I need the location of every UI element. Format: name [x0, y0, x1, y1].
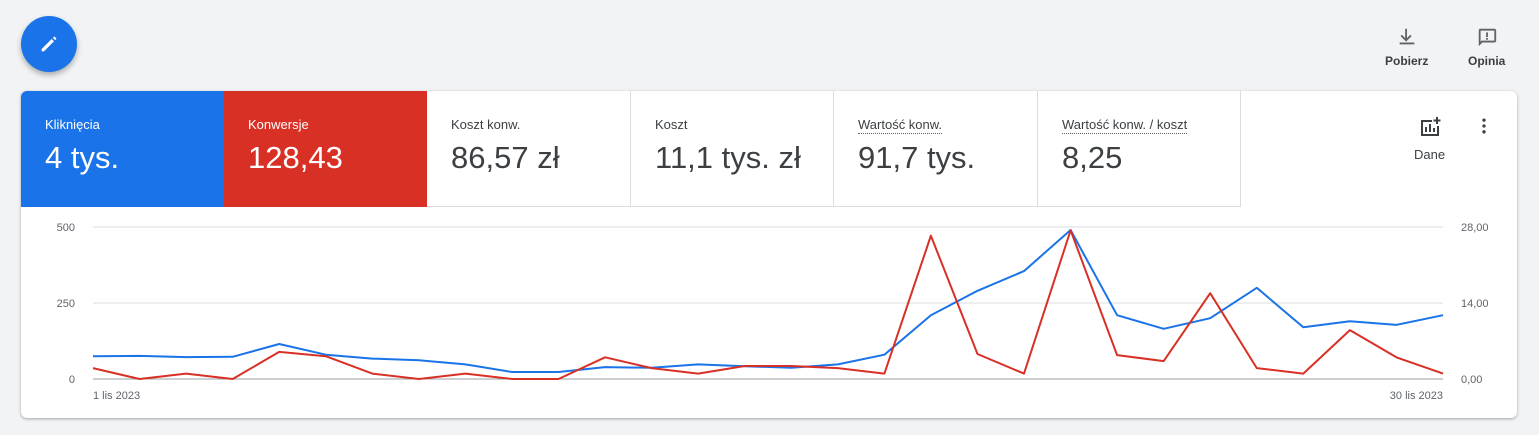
metric-value: 128,43	[248, 140, 343, 175]
right-axis-tick-label: 28,00	[1461, 222, 1489, 234]
metric-label: Wartość konw.	[858, 117, 943, 134]
left-axis-tick-label: 0	[69, 374, 75, 386]
series-line-clicks	[92, 229, 1444, 373]
x-axis-end-label: 30 lis 2023	[1390, 390, 1443, 402]
metric-value: 8,25	[1062, 140, 1123, 175]
data-button-label: Dane	[1414, 147, 1446, 162]
metric-label: Konwersje	[248, 117, 309, 132]
metric-tile-cost[interactable]: Koszt 11,1 tys. zł	[631, 91, 834, 207]
more-options-button[interactable]	[1474, 116, 1494, 141]
download-button[interactable]: Pobierz	[1385, 26, 1428, 68]
x-axis-start-label: 1 lis 2023	[93, 390, 140, 402]
metric-value: 11,1 tys. zł	[655, 140, 801, 175]
metric-tiles: Kliknięcia 4 tys. Konwersje 128,43 Koszt…	[21, 91, 1241, 207]
right-axis-tick-label: 0,00	[1461, 374, 1482, 386]
download-icon	[1399, 28, 1415, 45]
performance-card: Kliknięcia 4 tys. Konwersje 128,43 Koszt…	[21, 91, 1517, 418]
left-axis-tick-label: 500	[57, 222, 75, 234]
performance-chart: 0 0,00 250 14,00 500 28,00 1 lis 2023 30 lis …	[57, 222, 1489, 402]
metric-tile-clicks[interactable]: Kliknięcia 4 tys.	[21, 91, 224, 207]
download-label: Pobierz	[1385, 54, 1429, 68]
series-line-conversions	[92, 229, 1444, 380]
feedback-button[interactable]: Opinia	[1468, 26, 1505, 68]
left-axis-tick-label: 250	[57, 298, 75, 310]
metric-label: Koszt	[655, 117, 688, 132]
metric-value: 91,7 tys.	[858, 140, 976, 175]
metric-tile-conversion-value[interactable]: Wartość konw. 91,7 tys.	[834, 91, 1038, 207]
metric-value: 4 tys.	[45, 140, 120, 175]
pencil-icon	[41, 36, 57, 52]
data-button[interactable]: Dane	[1414, 115, 1445, 162]
metric-label: Wartość konw. / koszt	[1062, 117, 1188, 134]
metric-label: Koszt konw.	[451, 117, 521, 132]
add-chart-icon	[1420, 117, 1441, 136]
metric-label: Kliknięcia	[45, 117, 100, 132]
more-vert-icon	[1482, 118, 1486, 134]
metric-tile-conversions[interactable]: Konwersje 128,43	[224, 91, 427, 207]
metric-tile-cost-per-conversion[interactable]: Koszt konw. 86,57 zł	[427, 91, 631, 207]
edit-fab-button[interactable]	[21, 16, 77, 72]
metric-tile-conv-value-per-cost[interactable]: Wartość konw. / koszt 8,25	[1038, 91, 1241, 207]
right-axis-tick-label: 14,00	[1461, 298, 1489, 310]
feedback-icon	[1478, 28, 1496, 47]
metric-value: 86,57 zł	[451, 140, 560, 175]
feedback-label: Opinia	[1468, 54, 1506, 68]
